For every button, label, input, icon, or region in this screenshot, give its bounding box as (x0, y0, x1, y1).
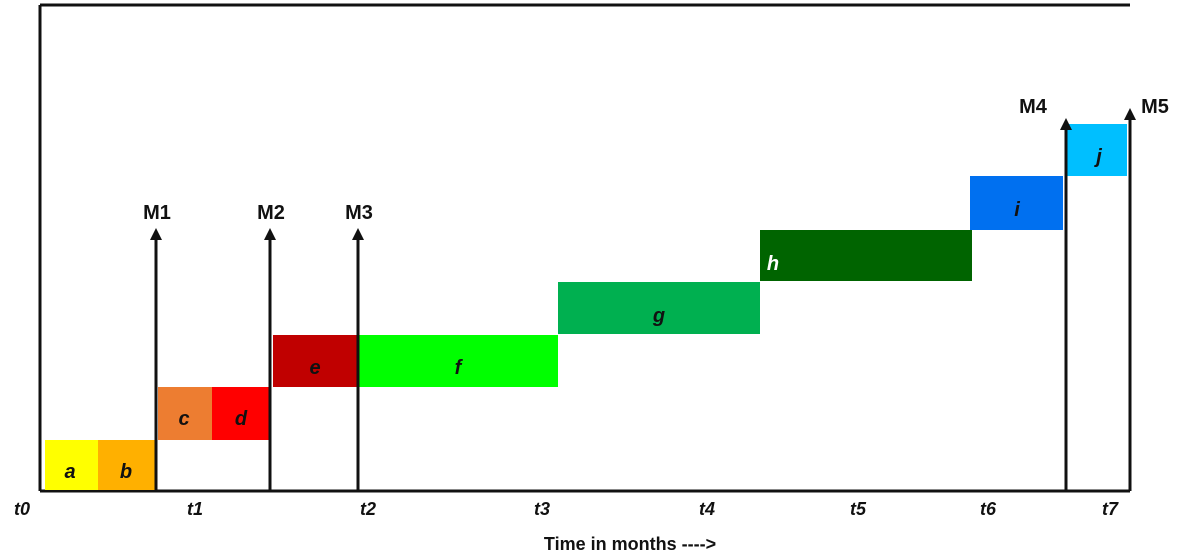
task-a: a (45, 440, 98, 490)
milestone-m5: M5 (1124, 96, 1169, 491)
task-h: h (760, 230, 972, 281)
task-bar-h (760, 230, 972, 281)
task-bar-f (358, 335, 558, 387)
tick-label-t0: t0 (14, 499, 30, 519)
milestone-label-m5: M5 (1141, 96, 1169, 118)
task-bar-d (212, 387, 270, 440)
tick-label-t1: t1 (187, 499, 203, 519)
tick-label-t7: t7 (1102, 499, 1119, 519)
task-g: g (558, 282, 760, 334)
task-f: f (358, 335, 558, 387)
task-label-c: c (178, 408, 189, 430)
task-c: c (158, 387, 212, 440)
task-label-a: a (64, 461, 75, 483)
task-bar-b (98, 440, 155, 490)
task-blocks: a b c d e f g h i j (45, 124, 1127, 490)
task-bar-c (158, 387, 212, 440)
arrowhead-icon (352, 228, 364, 240)
tick-label-t5: t5 (850, 499, 867, 519)
task-bar-a (45, 440, 98, 490)
task-label-d: d (235, 408, 248, 430)
task-b: b (98, 440, 155, 490)
milestone-label-m2: M2 (257, 202, 285, 224)
task-label-j: j (1093, 146, 1102, 168)
task-bar-i (970, 176, 1063, 230)
milestone-m1: M1 (143, 202, 171, 491)
arrowhead-icon (1060, 118, 1072, 130)
milestone-label-m3: M3 (345, 202, 373, 224)
arrowhead-icon (150, 228, 162, 240)
task-label-b: b (120, 461, 132, 483)
task-bar-e (273, 335, 358, 387)
task-e: e (273, 335, 358, 387)
milestone-label-m1: M1 (143, 202, 171, 224)
task-bar-j (1067, 124, 1127, 176)
tick-label-t2: t2 (360, 499, 376, 519)
chart-frame (38, 3, 1130, 493)
arrowhead-icon (1124, 108, 1136, 120)
milestone-arrows: M1 M2 M3 M4 M5 (143, 96, 1169, 491)
milestone-m2: M2 (257, 202, 285, 491)
milestone-label-m4: M4 (1019, 96, 1048, 118)
tick-label-t6: t6 (980, 499, 997, 519)
task-label-g: g (652, 305, 665, 327)
task-label-h: h (767, 253, 779, 275)
task-j: j (1067, 124, 1127, 176)
task-label-f: f (455, 357, 464, 379)
milestone-m4: M4 (1019, 96, 1072, 491)
x-axis-title: Time in months ----> (544, 534, 716, 554)
task-i: i (970, 176, 1063, 230)
task-d: d (212, 387, 270, 440)
arrowhead-icon (264, 228, 276, 240)
task-label-e: e (309, 357, 320, 379)
milestone-m3: M3 (345, 202, 373, 491)
tick-label-t4: t4 (699, 499, 715, 519)
tick-label-t3: t3 (534, 499, 550, 519)
time-ticks: t0 t1 t2 t3 t4 t5 t6 t7 (14, 499, 1119, 519)
task-bar-g (558, 282, 760, 334)
task-label-i: i (1014, 199, 1020, 221)
